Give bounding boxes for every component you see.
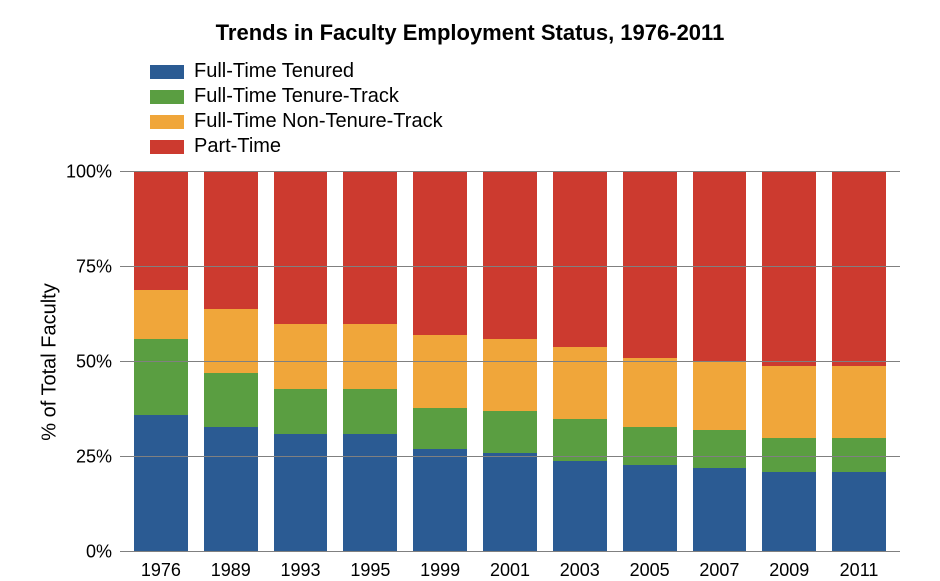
bar-segment [274,172,328,324]
legend-label: Full-Time Tenured [194,60,354,83]
x-tick-label: 2009 [762,560,816,581]
bar-segment [274,389,328,435]
bar-segment [204,373,258,426]
bar-column [762,172,816,552]
bar-segment [623,358,677,426]
bar-segment [762,366,816,438]
x-tick-label: 2001 [483,560,537,581]
chart-container: Trends in Faculty Employment Status, 197… [0,0,940,575]
x-tick-label: 1993 [274,560,328,581]
bar-segment [343,172,397,324]
x-tick-label: 1989 [204,560,258,581]
legend-swatch [150,115,184,129]
bar-segment [693,362,747,430]
bar-segment [134,415,188,552]
bar-column [553,172,607,552]
y-tick-label: 25% [62,447,112,468]
bar-segment [413,172,467,335]
bar-segment [762,172,816,366]
x-tick-label: 1995 [343,560,397,581]
bar-segment [134,290,188,339]
bars-area [120,172,900,552]
bar-segment [693,172,747,362]
legend-item: Full-Time Tenured [150,60,500,83]
grid-line [120,551,900,552]
legend-item: Part-Time [150,135,500,158]
bar-column [832,172,886,552]
bar-segment [343,389,397,435]
bar-segment [553,419,607,461]
legend-label: Full-Time Non-Tenure-Track [194,110,443,133]
y-tick-label: 100% [62,162,112,183]
bar-segment [413,449,467,552]
grid-line [120,266,900,267]
bar-segment [134,339,188,415]
bar-segment [483,453,537,552]
y-tick-label: 50% [62,352,112,373]
bar-segment [413,408,467,450]
bar-segment [413,335,467,407]
bar-column [343,172,397,552]
x-tick-label: 2007 [693,560,747,581]
bar-segment [343,434,397,552]
legend-swatch [150,65,184,79]
bar-segment [483,172,537,339]
bar-segment [204,309,258,374]
bar-segment [762,472,816,552]
bar-column [274,172,328,552]
bar-segment [832,172,886,366]
bar-segment [623,427,677,465]
bar-segment [832,366,886,438]
legend-label: Full-Time Tenure-Track [194,85,399,108]
bar-segment [553,172,607,347]
bar-segment [483,339,537,411]
bar-column [483,172,537,552]
plot-area: % of Total Faculty 0%25%50%75%100% [120,172,900,552]
bar-column [134,172,188,552]
bar-column [204,172,258,552]
x-tick-label: 2003 [553,560,607,581]
bar-segment [553,461,607,552]
legend-swatch [150,140,184,154]
bar-segment [343,324,397,389]
x-tick-label: 1976 [134,560,188,581]
legend-item: Full-Time Tenure-Track [150,85,500,108]
bar-segment [134,172,188,290]
chart-title: Trends in Faculty Employment Status, 197… [30,20,910,46]
bar-column [693,172,747,552]
bar-segment [204,172,258,309]
bar-segment [483,411,537,453]
legend-item: Full-Time Non-Tenure-Track [150,110,500,133]
grid-line [120,171,900,172]
grid-line [120,456,900,457]
bar-segment [204,427,258,552]
x-tick-label: 2005 [623,560,677,581]
bar-segment [553,347,607,419]
y-tick-label: 0% [62,542,112,563]
bar-column [413,172,467,552]
bar-segment [832,472,886,552]
bar-segment [623,465,677,552]
y-tick-label: 75% [62,257,112,278]
legend-label: Part-Time [194,135,281,158]
y-axis-label: % of Total Faculty [39,283,62,440]
x-tick-label: 2011 [832,560,886,581]
bar-segment [274,434,328,552]
bar-segment [693,468,747,552]
legend-swatch [150,90,184,104]
x-axis-labels: 1976 1989 1993 1995 1999 2001 2003 2005 2007 2009… [120,560,900,581]
bar-segment [274,324,328,389]
grid-line [120,361,900,362]
bar-column [623,172,677,552]
legend: Full-Time TenuredFull-Time Tenure-TrackF… [110,60,830,160]
bar-segment [693,430,747,468]
x-tick-label: 1999 [413,560,467,581]
